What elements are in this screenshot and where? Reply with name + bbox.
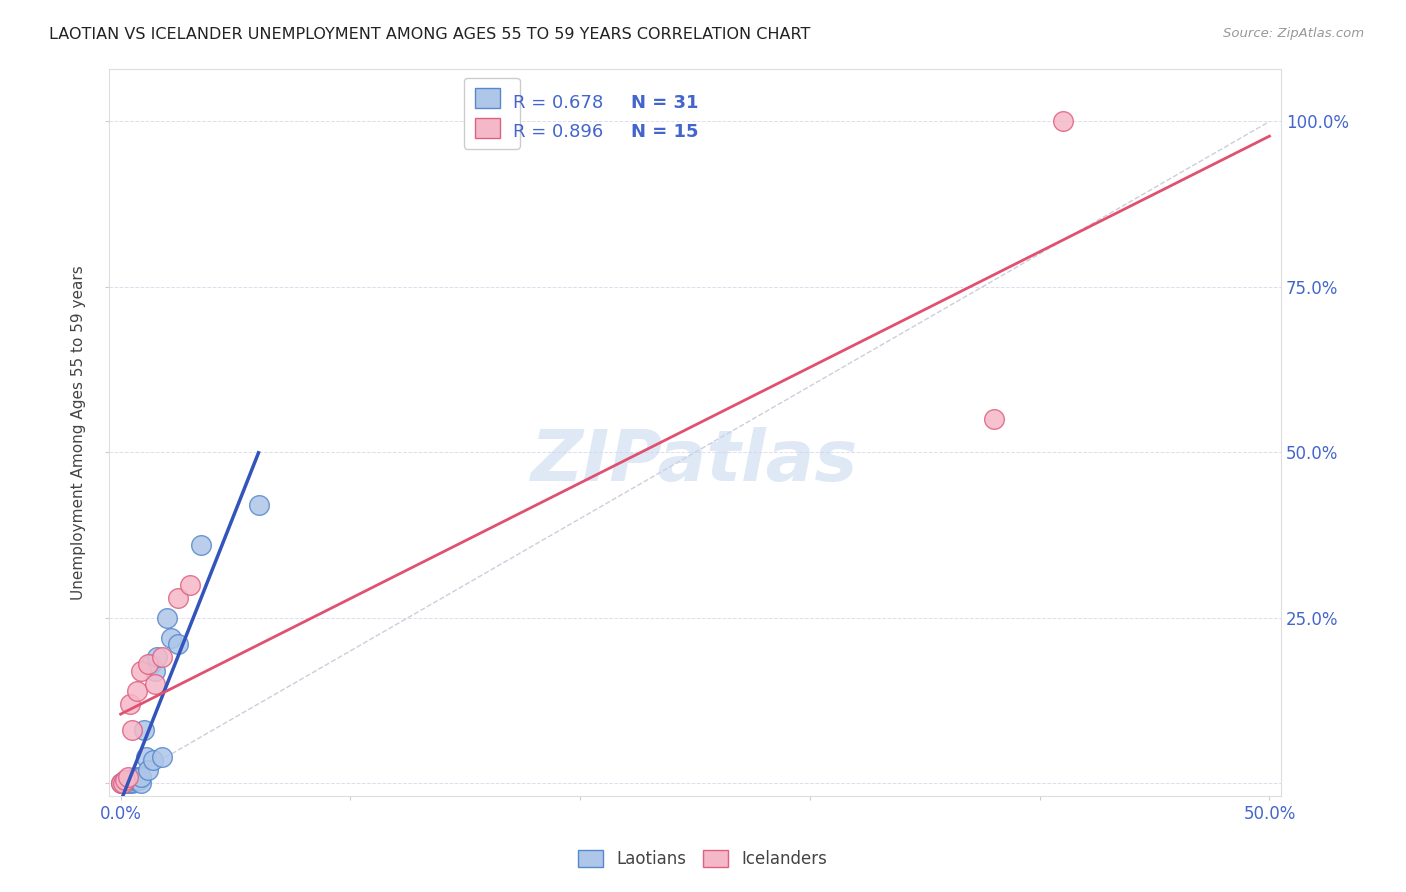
Point [117,776,139,790]
Point [118,697,141,711]
Point [110,776,132,790]
Point [114,772,136,787]
Point [111,776,134,790]
Point [150,749,173,764]
Point [125,770,148,784]
Point [131,776,153,790]
Point [128,772,150,787]
Y-axis label: Unemployment Among Ages 55 to 59 years: Unemployment Among Ages 55 to 59 years [72,265,86,599]
Point [247,498,270,512]
Point [983,412,1005,426]
Legend: , : , [464,78,520,149]
Point [121,775,143,789]
Text: N = 15: N = 15 [631,123,699,141]
Point [125,772,148,787]
Point [146,650,169,665]
Point [136,657,159,672]
Legend: Laotians, Icelanders: Laotians, Icelanders [572,843,834,875]
Text: Source: ZipAtlas.com: Source: ZipAtlas.com [1223,27,1364,40]
Point [118,775,141,789]
Text: ZIPatlas: ZIPatlas [531,427,859,496]
Point [114,776,136,790]
Text: R = 0.678: R = 0.678 [513,94,603,112]
Point [124,771,146,785]
Text: LAOTIAN VS ICELANDER UNEMPLOYMENT AMONG AGES 55 TO 59 YEARS CORRELATION CHART: LAOTIAN VS ICELANDER UNEMPLOYMENT AMONG … [49,27,811,42]
Point [117,775,139,789]
Point [160,631,183,645]
Text: N = 31: N = 31 [631,94,699,112]
Point [150,650,173,665]
Point [118,772,141,787]
Point [142,753,165,767]
Point [143,664,166,678]
Point [136,763,159,777]
Point [139,657,162,672]
Point [190,538,212,552]
Point [121,772,143,787]
Point [132,723,155,738]
Point [179,577,201,591]
Point [121,776,143,790]
Point [167,591,190,605]
Point [131,664,153,678]
Text: R = 0.896: R = 0.896 [513,123,603,141]
Point [110,776,132,790]
Point [1052,114,1074,128]
Point [135,749,157,764]
Point [117,770,139,784]
Point [111,776,134,790]
Point [143,677,166,691]
Point [131,770,153,784]
Point [155,611,177,625]
Point [125,683,148,698]
Point [124,772,146,787]
Point [114,772,136,787]
Point [167,637,190,651]
Point [121,723,143,738]
